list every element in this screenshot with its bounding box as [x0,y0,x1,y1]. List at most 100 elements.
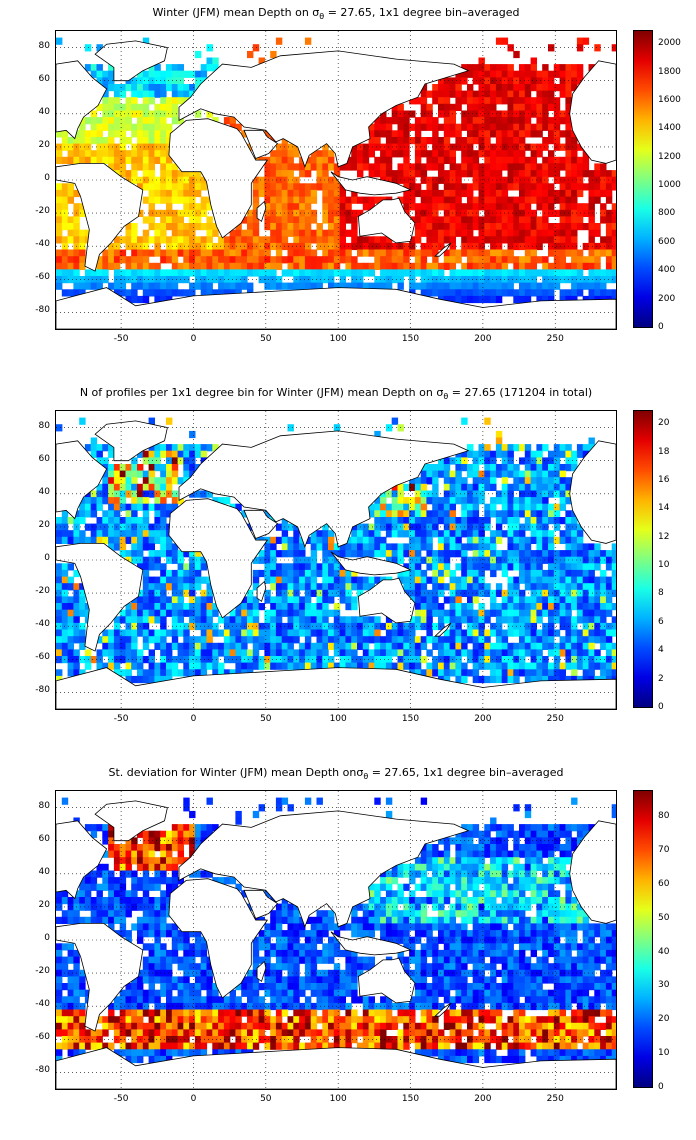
land-north-america [56,60,108,140]
colorbar-tick-label: 200 [658,293,676,304]
colorbar-tick-label: 1200 [658,151,681,162]
y-tick-label: -40 [35,239,50,250]
colorbar-tick-label: 2 [658,673,664,684]
colorbar-tick-label: 50 [658,912,670,923]
y-tick-label: 80 [38,420,50,431]
land-africa [168,878,269,999]
title-text-end: = 27.65 (171204 in total) [448,386,593,399]
colorbar-tick-label: 40 [658,946,670,957]
colorbar-tick-label: 30 [658,980,670,991]
colorbar [633,30,653,328]
colorbar-tick-label: 8 [658,588,664,599]
y-tick-label: 60 [38,73,50,84]
x-tick-label: 150 [401,1094,420,1104]
land-arabia [243,129,279,160]
land-americas-east [569,820,616,924]
title-subscript: θ [443,392,449,402]
land-eurasia [178,810,470,928]
colorbar [633,790,653,1088]
title-subscript: θ [363,772,369,782]
land-indonesia [330,551,412,576]
y-tick-label: -40 [35,619,50,630]
y-tick-label: 0 [44,553,50,563]
land-south-america [56,542,144,652]
colorbar-tick-label: 60 [658,878,670,889]
x-tick-label: 150 [401,714,420,724]
land-australia [357,957,416,1004]
land-eurasia [178,430,470,548]
colorbar-tick-label: 16 [658,474,670,485]
y-tick-label: 80 [38,800,50,811]
land-antarctica [56,667,616,709]
colorbar-tick-label: 20 [658,418,670,429]
x-tick-label: -50 [113,1094,129,1104]
title-text: St. deviation for Winter (JFM) mean Dept… [108,766,364,779]
title-text: Winter (JFM) mean Depth on σ [152,6,320,19]
colorbar-tick-label: 10 [658,1048,670,1059]
y-tick-label: 20 [38,899,50,910]
x-tick-label: 100 [329,1094,347,1104]
land-south-america [56,162,144,272]
colorbar-tick-label: 10 [658,560,670,571]
colorbar-tick-label: 18 [658,446,670,457]
x-tick-label: 0 [190,1094,197,1104]
x-tick-label: -50 [113,334,129,344]
y-tick-label: 20 [38,139,50,150]
land-indonesia [330,931,412,956]
colorbar-tick-label: 1000 [658,180,681,191]
y-tick-label: 40 [38,866,50,877]
title-text-end: = 27.65, 1x1 degree bin–averaged [368,766,564,779]
x-tick-label: 200 [474,1094,492,1104]
colorbar-tick-label: 14 [658,503,670,514]
x-tick-label: 50 [260,334,272,344]
colorbar-tick-label: 70 [658,844,670,855]
data-field [56,417,616,684]
land-greenland [94,420,168,462]
colorbar-tick-label: 1800 [658,66,681,77]
land-africa [168,498,269,619]
land-australia [357,197,416,244]
panel-mean-depth: Winter (JFM) mean Depth on σθ = 27.65, 1… [0,0,696,380]
y-tick-label: -60 [35,1032,50,1043]
colorbar-tick-label: 0 [658,1082,664,1092]
colorbar-tick-label: 600 [658,236,676,247]
colorbar-tick-label: 12 [658,531,670,542]
y-tick-label: 40 [38,106,50,117]
land-madagascar [256,580,267,603]
y-tick-label: 0 [44,933,50,943]
panel-profile-count: N of profiles per 1x1 degree bin for Win… [0,380,696,760]
colorbar-tick-label: 0 [658,322,664,332]
map-plot-area [55,790,617,1090]
y-tick-label: -80 [35,1065,50,1076]
title-subscript: θ [319,12,325,22]
land-greenland [94,800,168,842]
x-tick-label: -50 [113,714,129,724]
land-antarctica [56,1047,616,1089]
land-americas-east [569,440,616,544]
land-antarctica [56,287,616,329]
land-greenland [94,40,168,82]
x-tick-label: 100 [329,714,347,724]
land-eurasia [178,50,470,168]
y-tick-label: -60 [35,272,50,283]
land-australia [357,577,416,624]
y-tick-label: 40 [38,486,50,497]
y-tick-label: -40 [35,999,50,1010]
land-indonesia [330,171,412,196]
land-arabia [243,889,279,920]
panel-title: St. deviation for Winter (JFM) mean Dept… [55,766,617,781]
y-tick-label: 60 [38,833,50,844]
x-tick-label: 100 [329,334,347,344]
land-madagascar [256,200,267,223]
land-africa [168,118,269,239]
title-text-end: = 27.65, 1x1 degree bin–averaged [324,6,520,19]
map-plot-area [55,410,617,710]
panel-title: Winter (JFM) mean Depth on σθ = 27.65, 1… [55,6,617,21]
y-tick-label: -20 [35,586,50,597]
x-tick-label: 200 [474,714,492,724]
map-svg [56,791,616,1089]
colorbar-tick-label: 80 [658,811,670,822]
y-tick-label: -60 [35,652,50,663]
y-tick-label: 20 [38,519,50,530]
panel-std-deviation: St. deviation for Winter (JFM) mean Dept… [0,760,696,1140]
